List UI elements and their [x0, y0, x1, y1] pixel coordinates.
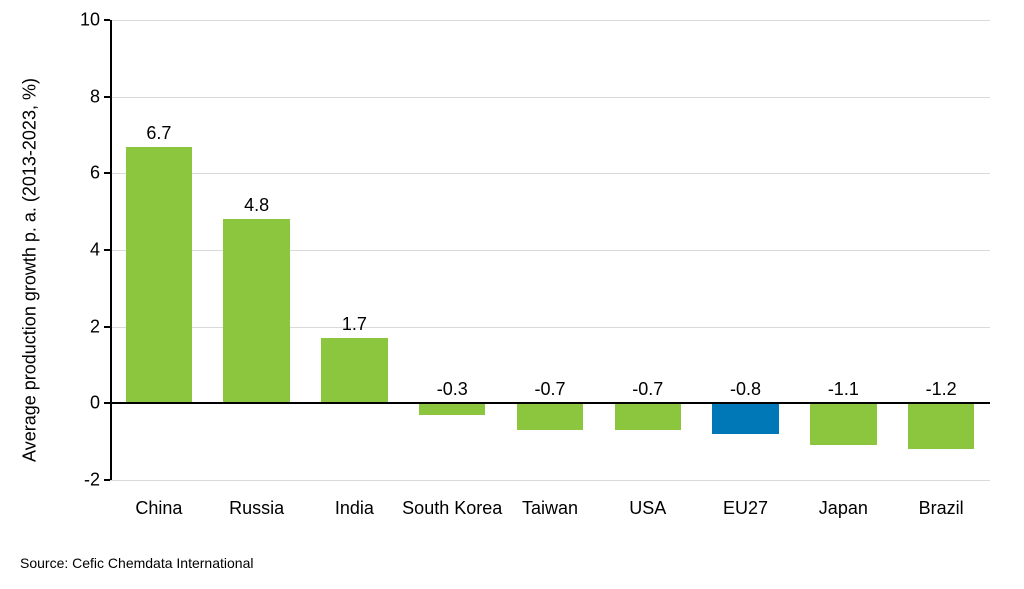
bar — [810, 403, 876, 445]
chart-container: Average production growth p. a. (2013-20… — [40, 20, 1000, 520]
x-category-label: India — [335, 498, 374, 519]
x-category-label: EU27 — [723, 498, 768, 519]
bar-value-label: -0.7 — [534, 379, 565, 400]
y-axis-title: Average production growth p. a. (2013-20… — [20, 78, 41, 462]
bar-value-label: 6.7 — [146, 123, 171, 144]
x-category-label: Brazil — [919, 498, 964, 519]
bar — [126, 147, 192, 404]
bar-value-label: -0.3 — [437, 379, 468, 400]
y-tick-label: -2 — [84, 470, 110, 491]
x-category-label: Taiwan — [522, 498, 578, 519]
bar-value-label: -1.1 — [828, 379, 859, 400]
x-category-label: South Korea — [402, 498, 502, 519]
bar-value-label: 4.8 — [244, 195, 269, 216]
y-tick-label: 8 — [90, 86, 110, 107]
bar — [712, 403, 778, 434]
bar-value-label: 1.7 — [342, 314, 367, 335]
bar — [517, 403, 583, 430]
gridline — [110, 480, 990, 481]
y-tick-label: 10 — [80, 10, 110, 31]
x-category-label: China — [135, 498, 182, 519]
y-axis-line — [110, 20, 112, 480]
bar-value-label: -0.7 — [632, 379, 663, 400]
bar-value-label: -0.8 — [730, 379, 761, 400]
bar-value-label: -1.2 — [926, 379, 957, 400]
bar — [908, 403, 974, 449]
y-tick-label: 6 — [90, 163, 110, 184]
y-tick-label: 0 — [90, 393, 110, 414]
y-tick-label: 4 — [90, 240, 110, 261]
zero-line — [110, 402, 990, 404]
bar — [419, 403, 485, 415]
bar — [223, 219, 289, 403]
source-text: Source: Cefic Chemdata International — [20, 555, 253, 571]
gridline — [110, 97, 990, 98]
gridline — [110, 20, 990, 21]
bar — [615, 403, 681, 430]
plot-area: -202468106.7China4.8Russia1.7India-0.3So… — [110, 20, 990, 480]
gridline — [110, 173, 990, 174]
x-category-label: Russia — [229, 498, 284, 519]
y-tick-label: 2 — [90, 316, 110, 337]
bar — [321, 338, 387, 403]
x-category-label: Japan — [819, 498, 868, 519]
x-category-label: USA — [629, 498, 666, 519]
